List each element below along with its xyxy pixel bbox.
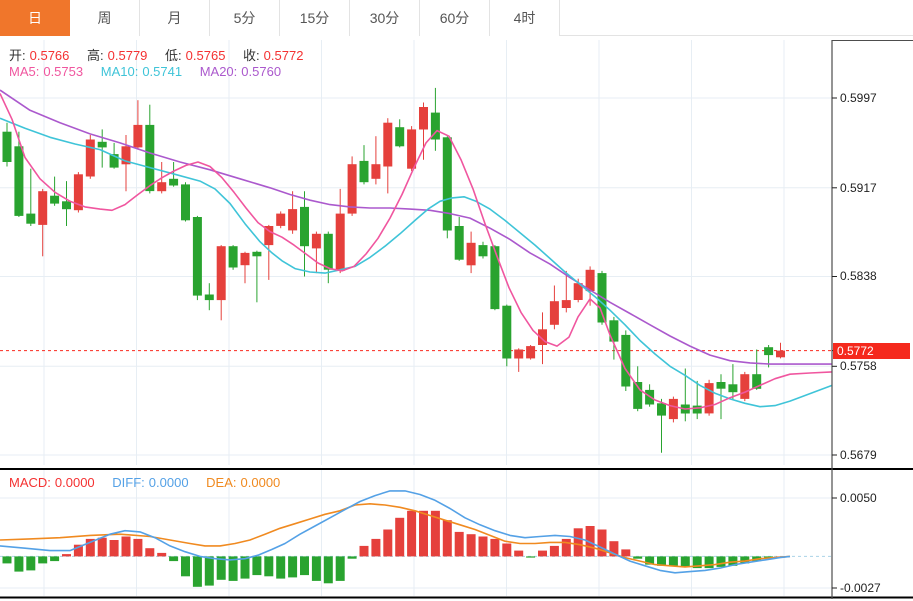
- ma10-label: MA10:: [100, 64, 139, 79]
- price-axis-label: 0.5997: [840, 91, 877, 105]
- ma5-label: MA5:: [9, 64, 40, 79]
- high-value: 0.5779: [107, 48, 148, 63]
- macd-axis-label: -0.0027: [840, 581, 881, 595]
- macd-value: 0.0000: [54, 475, 95, 490]
- ma20-label: MA20:: [199, 64, 238, 79]
- tab-60min[interactable]: 60分: [420, 0, 490, 36]
- tab-4hour[interactable]: 4时: [490, 0, 560, 36]
- close-value: 0.5772: [263, 48, 304, 63]
- diff-label: DIFF:: [112, 475, 145, 490]
- ma10-value: 0.5741: [142, 64, 183, 79]
- ma5-value: 0.5753: [43, 64, 84, 79]
- price-axis-label: 0.5679: [840, 448, 877, 462]
- open-value: 0.5766: [29, 48, 70, 63]
- price-axis-label: 0.5838: [840, 269, 877, 283]
- macd-legend: MACD: 0.0000 DIFF: 0.0000 DEA: 0.0000: [9, 475, 284, 490]
- price-axis-label: 0.5917: [840, 181, 877, 195]
- close-label: 收:: [243, 48, 260, 63]
- macd-axis-label: 0.0050: [840, 491, 877, 505]
- tab-day[interactable]: 日: [0, 0, 70, 36]
- tab-month[interactable]: 月: [140, 0, 210, 36]
- ma-legend: MA5: 0.5753 MA10: 0.5741 MA20: 0.5760: [9, 64, 285, 79]
- high-label: 高:: [87, 48, 104, 63]
- tab-5min[interactable]: 5分: [210, 0, 280, 36]
- tab-15min[interactable]: 15分: [280, 0, 350, 36]
- low-label: 低:: [165, 48, 182, 63]
- dea-value: 0.0000: [240, 475, 281, 490]
- diff-value: 0.0000: [148, 475, 189, 490]
- ohlc-legend: 开: 0.5766 高: 0.5779 低: 0.5765 收: 0.5772: [9, 45, 307, 64]
- timeframe-tabbar: 日 周 月 5分 15分 30分 60分 4时: [0, 0, 913, 36]
- current-price-badge: 0.5772: [833, 343, 910, 359]
- tab-30min[interactable]: 30分: [350, 0, 420, 36]
- ma20-value: 0.5760: [241, 64, 282, 79]
- tab-week[interactable]: 周: [70, 0, 140, 36]
- open-label: 开:: [9, 48, 26, 63]
- macd-label: MACD:: [9, 475, 51, 490]
- price-axis-label: 0.5758: [840, 359, 877, 373]
- dea-label: DEA:: [206, 475, 237, 490]
- low-value: 0.5765: [185, 48, 226, 63]
